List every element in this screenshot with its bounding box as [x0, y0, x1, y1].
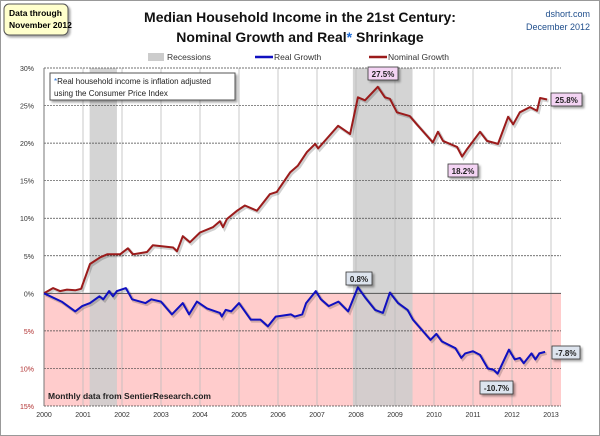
x-tick-label: 2010: [426, 412, 442, 419]
data-label-box: [550, 92, 583, 107]
x-tick-label: 2001: [75, 412, 91, 419]
legend-recessions: Recessions: [167, 52, 211, 62]
data-label-real-4: -7.8%: [551, 345, 581, 360]
footnote-line2: using the Consumer Price Index: [54, 89, 168, 98]
y-tick-label: 15%: [20, 179, 34, 186]
source-line2: December 2012: [526, 22, 590, 32]
x-tick-label: 2006: [270, 412, 286, 419]
nominal-growth-line: [43, 85, 548, 295]
legend-nominal: Nominal Growth: [388, 52, 449, 62]
x-tick-label: 2005: [231, 412, 247, 419]
legend-recession-swatch: [148, 53, 164, 61]
data-label-nominal-0: 27.5%: [367, 66, 399, 81]
real-growth-line: [43, 286, 546, 375]
x-tick-label: 2009: [387, 412, 403, 419]
data-label-nominal-2: 18.2%: [447, 163, 479, 178]
data-label-box: [551, 345, 581, 360]
x-tick-label: 2013: [543, 412, 559, 419]
y-tick-label: 20%: [20, 141, 34, 148]
plot-area: 2000 2001 2002 2003 2004 2005 2006 2007 2008 2009…: [20, 66, 561, 419]
data-label-text: 25.8%: [555, 96, 578, 105]
series-layer: [43, 85, 549, 378]
footnote-line1: *Real household income is inflation adju…: [54, 77, 211, 86]
data-label-text: -10.7%: [484, 384, 509, 393]
data-label-nominal-1: 25.8%: [550, 92, 583, 107]
chart-title-line1: Median Household Income in the 21st Cent…: [144, 9, 456, 25]
x-tick-label: 2008: [348, 412, 364, 419]
footnote-box: *Real household income is inflation adju…: [49, 72, 236, 101]
legend: Recessions Real Growth Nominal Growth: [148, 52, 449, 62]
recession-band: [352, 68, 413, 406]
recession-band: [89, 68, 117, 406]
x-tick-label: 2000: [36, 412, 52, 419]
data-label-box: [367, 66, 399, 81]
x-tick-label: 2002: [114, 412, 130, 419]
y-tick-label: 25%: [20, 104, 34, 111]
data-note-line2: November 2012: [9, 20, 72, 30]
x-tick-label: 2012: [504, 412, 520, 419]
data-label-box: [479, 380, 514, 395]
data-label-text: 0.8%: [350, 275, 368, 284]
data-label-text: -7.8%: [556, 349, 577, 358]
source-note: Monthly data from SentierResearch.com: [48, 391, 211, 401]
annotation-layer: 27.5% 25.8% 18.2% 0.8% -7.8% -10.7%: [345, 66, 583, 395]
x-tick-label: 2007: [309, 412, 325, 419]
data-label-real-3: 0.8%: [345, 271, 373, 286]
source-line1: dshort.com: [545, 9, 590, 19]
y-tick-label: 5%: [24, 254, 34, 261]
chart-title-line2: Nominal Growth and Real* Shrinkage: [176, 29, 424, 45]
data-label-real-5: -10.7%: [479, 380, 514, 395]
x-tick-label: 2011: [465, 412, 480, 419]
data-label-box: [345, 271, 373, 286]
y-tick-label: 15%: [20, 404, 34, 411]
y-tick-label: 0%: [24, 291, 34, 298]
data-note-line1: Data through: [9, 8, 62, 18]
data-label-text: 27.5%: [372, 70, 395, 79]
x-tick-label: 2004: [192, 412, 208, 419]
x-tick-label: 2003: [153, 412, 169, 419]
data-label-box: [447, 163, 479, 178]
data-note-box: Data through November 2012: [3, 3, 72, 36]
data-label-text: 18.2%: [452, 167, 475, 176]
legend-real: Real Growth: [274, 52, 322, 62]
y-tick-label: 30%: [20, 66, 34, 73]
y-tick-label: 10%: [20, 216, 34, 223]
nominal-growth-line-shadow: [44, 85, 549, 297]
y-tick-label: 10%: [20, 366, 34, 373]
y-tick-label: 5%: [24, 329, 34, 336]
